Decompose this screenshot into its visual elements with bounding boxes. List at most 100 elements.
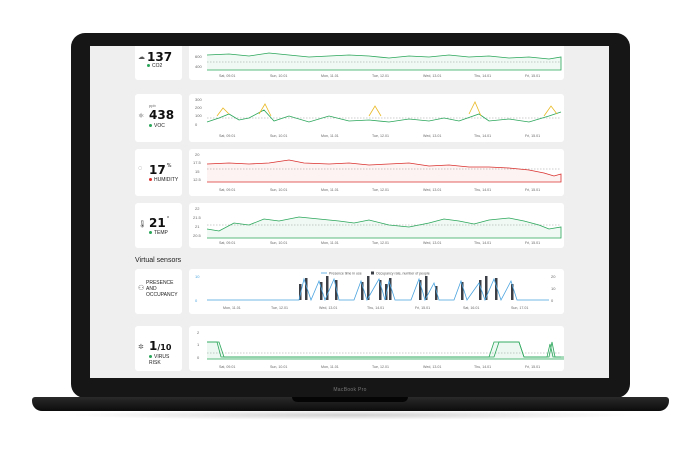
voc-unit: ppb xyxy=(149,103,156,108)
presence-chart-svg: Presence time in use Occupancy rate, num… xyxy=(195,271,556,310)
humidity-label: HUMIDITY xyxy=(154,177,179,183)
date-tick: Sat, 09.01 xyxy=(219,134,235,138)
axis-tick: 21 xyxy=(195,224,200,229)
axis-tick: 0 xyxy=(195,122,198,127)
date-tick: Wed, 13.01 xyxy=(423,74,441,78)
legend-bar-label: Occupancy rate, number of people xyxy=(376,272,430,276)
axis-tick: 21.5 xyxy=(193,215,202,220)
temp-chart[interactable]: 22 21.5 21 20.5 Sat, 09.01 Sun, 10.01 Mon,… xyxy=(189,203,564,248)
co2-card[interactable]: ☁ 137 CO2 xyxy=(135,46,182,80)
date-tick: Wed, 13.01 xyxy=(423,134,441,138)
date-tick: Wed, 13.01 xyxy=(319,306,337,310)
date-tick: Fri, 15.01 xyxy=(525,74,540,78)
occupancy-bar xyxy=(385,284,388,300)
voc-value: 438 xyxy=(149,108,175,122)
axis-tick: 12.5 xyxy=(193,177,202,182)
occupancy-bar xyxy=(479,280,482,300)
virus-value: 1 xyxy=(149,339,158,353)
date-tick: Fri, 15.01 xyxy=(415,306,430,310)
date-tick: Sun, 10.01 xyxy=(270,74,287,78)
co2-chart[interactable]: 600 400 Sat, 09.01 Sun, 10.01 Mon, 11.01 Tu… xyxy=(189,46,564,80)
occupancy-bar xyxy=(485,276,488,300)
date-tick: Tue, 12.01 xyxy=(372,74,389,78)
date-tick: Sun, 17.01 xyxy=(511,306,528,310)
virus-chart[interactable]: 2 1 0 Sat, 09.01 Sun, 10.01 Mon, 11.01 Tue,… xyxy=(189,326,609,371)
date-axis: Sat, 09.01 Sun, 10.01 Mon, 11.01 Tue, 12.01… xyxy=(219,74,540,78)
status-dot xyxy=(149,355,152,359)
molecule-icon: ⚛ xyxy=(138,113,145,120)
date-tick: Mon, 11.01 xyxy=(321,188,339,192)
humidity-unit: % xyxy=(166,163,172,169)
date-tick: Sat, 09.01 xyxy=(219,74,235,78)
occupancy-bar xyxy=(389,278,392,300)
droplet-icon: ◌ xyxy=(138,165,143,172)
legend-line-label: Presence time in use xyxy=(329,272,362,276)
axis-tick: 10 xyxy=(551,286,556,291)
date-tick: Tue, 12.01 xyxy=(372,241,389,245)
date-tick: Wed, 13.01 xyxy=(423,365,441,369)
temp-label: TEMP xyxy=(154,230,168,236)
date-axis: Mon, 11.01 Tue, 12.01 Wed, 13.01 Thu, 14.01… xyxy=(223,306,528,310)
virus-label: VIRUS RISK xyxy=(149,354,170,366)
date-tick: Sat, 09.01 xyxy=(219,365,235,369)
date-tick: Fri, 15.01 xyxy=(525,188,540,192)
date-axis: Sat, 09.01 Sun, 10.01 Mon, 11.01 Tue, 12.01… xyxy=(219,365,540,369)
axis-tick: 0 xyxy=(195,298,198,303)
date-axis: Sat, 09.01 Sun, 10.01 Mon, 11.01 Tue, 12.01… xyxy=(219,134,540,138)
date-tick: Sat, 09.01 xyxy=(219,241,235,245)
occupancy-bars xyxy=(299,276,514,300)
date-tick: Thu, 14.01 xyxy=(474,188,491,192)
presence-label-2: AND xyxy=(146,286,157,292)
status-dot xyxy=(147,64,150,68)
temp-value: 21 xyxy=(149,216,166,230)
cloud-icon: ☁ xyxy=(138,54,145,61)
date-tick: Thu, 14.01 xyxy=(474,241,491,245)
voc-card[interactable]: ppb ⚛ 438 VOC xyxy=(135,94,182,142)
date-tick: Sat, 16.01 xyxy=(463,306,479,310)
brand-label: MacBook Pro xyxy=(333,387,367,393)
virus-denominator: /10 xyxy=(157,343,172,352)
axis-tick: 10 xyxy=(195,274,200,279)
co2-label: CO2 xyxy=(152,63,163,69)
co2-value: 137 xyxy=(147,50,173,64)
occupancy-bar xyxy=(361,282,364,300)
humidity-value: 17 xyxy=(149,163,166,177)
date-tick: Thu, 14.01 xyxy=(367,306,384,310)
humidity-chart[interactable]: 20 17.5 15 12.5 Sat, 09.01 Sun, 10.01 Mon,… xyxy=(189,149,564,196)
axis-tick: 100 xyxy=(195,113,202,118)
temp-card[interactable]: 🌡 21° TEMP xyxy=(135,203,182,248)
date-tick: Mon, 11.01 xyxy=(321,241,339,245)
date-tick: Fri, 15.01 xyxy=(525,241,540,245)
axis-tick: 0 xyxy=(197,355,200,360)
occupancy-bar xyxy=(495,278,498,300)
presence-card[interactable]: ⚇ PRESENCE AND OCCUPANCY xyxy=(135,269,182,314)
presence-chart[interactable]: Presence time in use Occupancy rate, num… xyxy=(189,269,564,314)
virus-icon: ✲ xyxy=(138,344,144,351)
presence-label-1: PRESENCE xyxy=(146,280,174,286)
axis-tick: 2 xyxy=(197,330,200,335)
occupancy-bar xyxy=(461,282,464,300)
status-dot xyxy=(149,231,152,235)
occupancy-bar xyxy=(299,284,302,300)
axis-tick: 20 xyxy=(551,274,556,279)
axis-tick: 1 xyxy=(197,342,200,347)
date-tick: Sun, 10.01 xyxy=(270,188,287,192)
people-icon: ⚇ xyxy=(138,285,145,292)
axis-tick: 17.5 xyxy=(193,160,202,165)
humidity-card[interactable]: ◌ 17% HUMIDITY xyxy=(135,149,182,196)
laptop-shadow xyxy=(60,410,640,420)
voc-label: VOC xyxy=(154,123,165,129)
temp-chart-svg: 22 21.5 21 20.5 Sat, 09.01 Sun, 10.01 Mon,… xyxy=(193,206,562,245)
status-dot xyxy=(149,178,152,182)
virus-card[interactable]: ✲ 1/10 VIRUS RISK xyxy=(135,326,182,371)
date-axis: Sat, 09.01 Sun, 10.01 Mon, 11.01 Tue, 12.01… xyxy=(219,241,540,245)
date-tick: Sun, 10.01 xyxy=(270,134,287,138)
occupancy-bar xyxy=(511,284,514,300)
date-tick: Mon, 11.01 xyxy=(321,134,339,138)
axis-tick: 15 xyxy=(195,169,200,174)
voc-chart-svg: 300 200 100 0 Sat, 09.01 Sun, 10.01 Mon, 1… xyxy=(195,97,562,138)
date-tick: Sat, 09.01 xyxy=(219,188,235,192)
axis-tick: 0 xyxy=(551,298,554,303)
voc-chart[interactable]: 300 200 100 0 Sat, 09.01 Sun, 10.01 Mon, 1… xyxy=(189,94,564,142)
date-tick: Tue, 12.01 xyxy=(372,188,389,192)
